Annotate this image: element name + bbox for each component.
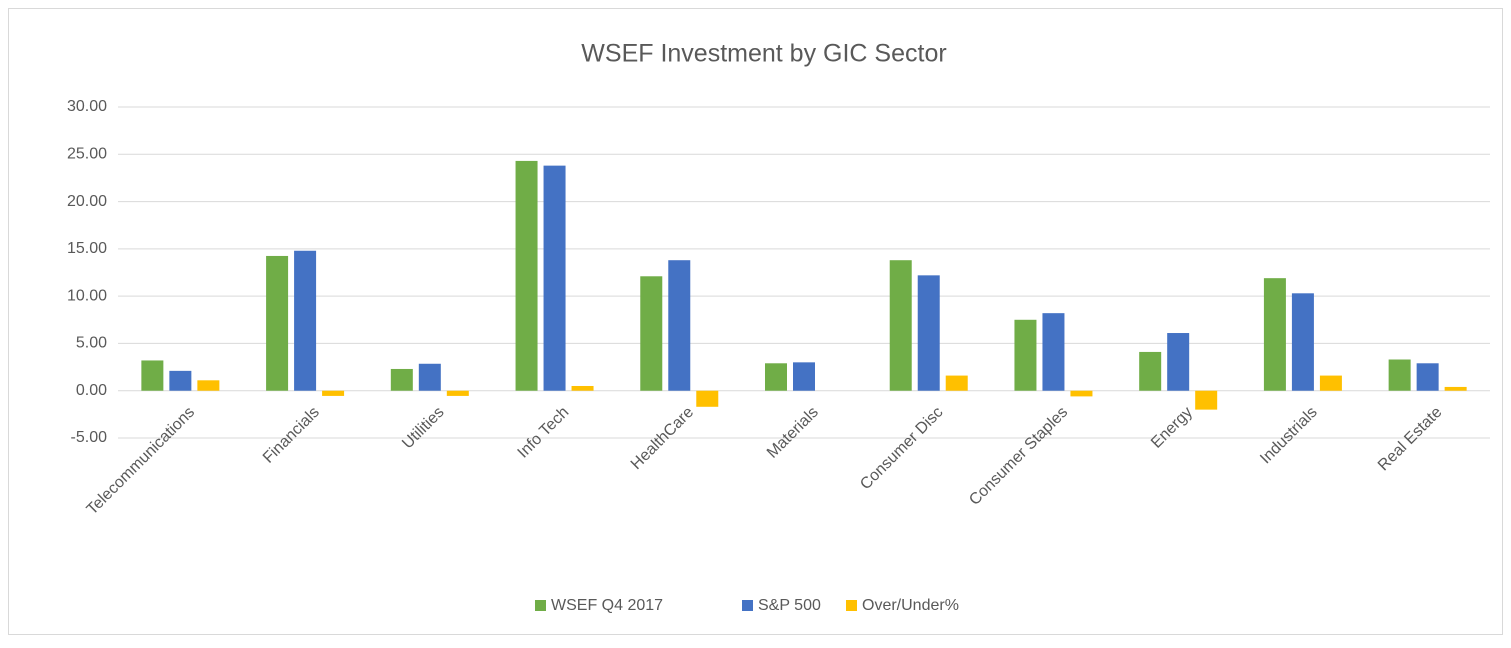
bar: [1139, 351, 1162, 391]
bar: [668, 260, 691, 391]
y-tick-label: -5.00: [71, 429, 108, 446]
bar: [169, 370, 192, 391]
bar: [1388, 359, 1411, 391]
y-tick-label: 30.00: [67, 98, 107, 115]
bar: [1167, 333, 1190, 391]
bar: [1263, 278, 1286, 391]
legend-label: S&P 500: [758, 597, 821, 614]
y-tick-label: 15.00: [67, 240, 107, 257]
legend-label: Over/Under%: [862, 597, 959, 614]
bar: [418, 363, 441, 391]
bar: [640, 276, 663, 391]
bar: [889, 260, 912, 391]
bar: [571, 385, 594, 391]
legend-label: WSEF Q4 2017: [551, 597, 663, 614]
bar: [696, 390, 719, 407]
bar: [1291, 293, 1314, 391]
bar: [294, 250, 317, 391]
legend-swatch: [742, 600, 753, 611]
legend-swatch: [535, 600, 546, 611]
bar: [543, 165, 566, 391]
bar: [390, 368, 413, 391]
bar: [765, 363, 787, 391]
bar: [266, 255, 289, 391]
bar: [1070, 390, 1093, 397]
bar: [322, 390, 345, 396]
bar: [917, 275, 940, 391]
bar: [1014, 319, 1037, 391]
bar: [945, 375, 968, 391]
y-tick-label: 5.00: [76, 335, 107, 352]
bar: [515, 160, 538, 391]
y-tick-label: 20.00: [67, 193, 107, 210]
bar: [1195, 390, 1218, 410]
bar: [1416, 363, 1439, 391]
bar: [1319, 375, 1342, 391]
chart-frame: [8, 8, 1503, 635]
bar: [197, 380, 220, 391]
y-tick-label: 10.00: [67, 287, 107, 304]
y-tick-label: 0.00: [76, 382, 107, 399]
bar: [141, 360, 164, 391]
y-tick-label: 25.00: [67, 146, 107, 163]
bar: [1042, 313, 1065, 391]
legend-swatch: [846, 600, 857, 611]
chart-title: WSEF Investment by GIC Sector: [581, 40, 946, 68]
bar: [1444, 386, 1467, 391]
bar: [446, 390, 469, 396]
bar: [793, 362, 815, 391]
